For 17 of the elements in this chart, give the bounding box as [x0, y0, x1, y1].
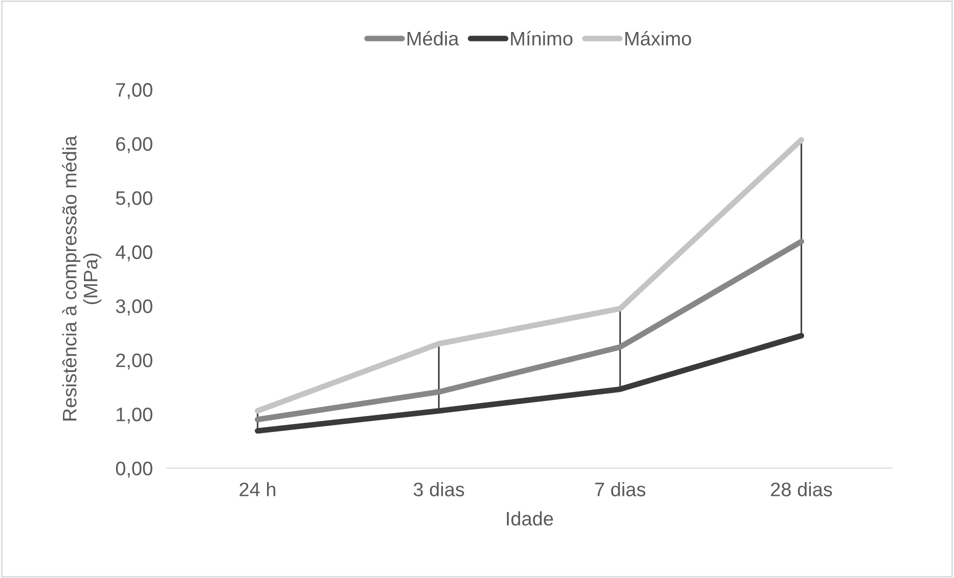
- x-tick-label: 24 h: [240, 482, 276, 496]
- y-tick-label: 2,00: [116, 353, 152, 370]
- x-axis-title: Idade: [506, 511, 553, 526]
- y-axis-title: Resistência à compressão média (MPa): [62, 136, 102, 420]
- legend-label: Mínimo: [511, 31, 572, 46]
- y-tick-label: 0,00: [116, 462, 152, 478]
- y-tick-label: 1,00: [116, 408, 152, 424]
- y-tick-label: 3,00: [116, 299, 152, 316]
- x-tick-label: 7 dias: [595, 482, 646, 496]
- y-tick-label: 7,00: [116, 83, 152, 100]
- x-tick-label: 28 dias: [770, 482, 832, 496]
- y-tick-label: 4,00: [116, 245, 152, 262]
- x-tick-label: 3 dias: [414, 482, 464, 496]
- y-tick-label: 5,00: [116, 191, 152, 208]
- y-tick-label: 6,00: [116, 137, 152, 154]
- legend-label: Máximo: [625, 31, 692, 46]
- legend-label: Média: [408, 31, 459, 46]
